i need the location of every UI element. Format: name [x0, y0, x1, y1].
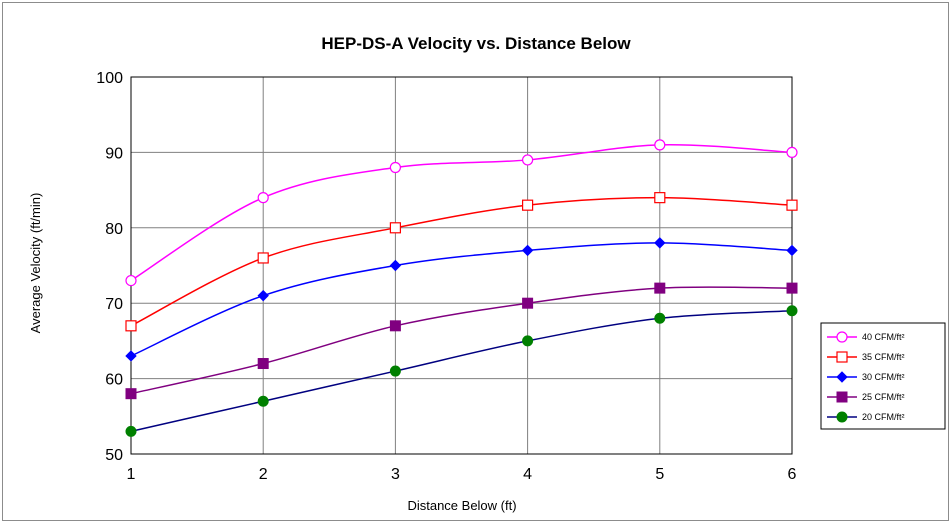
marker-diamond — [257, 289, 269, 302]
legend-label: 30 CFM/ft² — [862, 372, 905, 382]
legend-label: 35 CFM/ft² — [862, 352, 905, 362]
marker-square — [125, 388, 137, 400]
marker-square — [522, 297, 534, 309]
y-tick-label: 60 — [105, 372, 123, 389]
marker-square — [257, 358, 269, 370]
marker-square — [654, 282, 666, 294]
marker-square — [786, 282, 798, 294]
legend-label: 20 CFM/ft² — [862, 412, 905, 422]
y-tick-label: 70 — [105, 296, 123, 313]
marker-circle — [389, 365, 401, 377]
marker-open-circle — [786, 146, 798, 158]
marker-square — [836, 391, 848, 403]
x-tick-label: 2 — [259, 466, 268, 483]
marker-open-square — [521, 199, 534, 211]
marker-open-circle — [836, 331, 848, 343]
y-tick-label: 50 — [105, 447, 123, 464]
marker-circle — [522, 335, 534, 347]
y-tick-label: 100 — [96, 70, 123, 87]
series-4 — [125, 305, 798, 437]
legend-item: 35 CFM/ft² — [827, 351, 905, 363]
x-tick-label: 1 — [127, 466, 136, 483]
marker-diamond — [125, 350, 137, 362]
legend-item: 40 CFM/ft² — [827, 331, 905, 343]
marker-open-square — [654, 192, 666, 204]
x-tick-label: 4 — [523, 466, 532, 483]
x-tick-label: 3 — [391, 466, 400, 483]
marker-open-square — [836, 351, 848, 363]
series-0 — [125, 139, 798, 287]
legend-item: 30 CFM/ft² — [827, 371, 905, 383]
x-tick-label: 5 — [655, 466, 664, 483]
legend-label: 40 CFM/ft² — [862, 332, 905, 342]
marker-open-square — [125, 320, 137, 332]
marker-square — [389, 320, 401, 332]
marker-open-square — [786, 199, 798, 211]
marker-circle — [786, 305, 798, 317]
legend-item: 25 CFM/ft² — [827, 391, 905, 403]
series-line — [130, 143, 793, 282]
marker-open-circle — [257, 192, 269, 204]
marker-open-circle — [521, 154, 534, 166]
marker-circle — [125, 425, 137, 437]
marker-open-circle — [125, 274, 137, 287]
plot-border — [130, 76, 793, 455]
marker-circle — [257, 395, 269, 407]
line-chart: HEP-DS-A Velocity vs. Distance Below 50 6… — [28, 34, 946, 513]
series-line — [130, 242, 793, 357]
marker-diamond — [654, 237, 666, 249]
y-axis-label: Average Velocity (ft/min) — [28, 193, 43, 334]
legend: 40 CFM/ft² 35 CFM/ft² 30 CFM/ft² 25 CFM/ft²… — [820, 322, 946, 430]
series-2 — [125, 237, 798, 362]
tick-labels: 50 60 70 80 90 100 1 2 3 4 5 6 — [96, 70, 796, 483]
y-tick-label: 90 — [105, 145, 123, 162]
marker-circle — [654, 312, 666, 324]
series-line — [130, 196, 793, 327]
marker-circle — [836, 411, 848, 423]
series-3 — [125, 282, 798, 400]
chart-title: HEP-DS-A Velocity vs. Distance Below — [321, 34, 631, 53]
grid — [130, 76, 793, 455]
marker-open-square — [389, 222, 401, 234]
marker-diamond — [521, 244, 534, 257]
series-line — [130, 286, 793, 395]
marker-open-circle — [654, 139, 666, 151]
x-axis-label: Distance Below (ft) — [407, 498, 516, 513]
marker-open-circle — [389, 161, 401, 174]
series-line — [130, 309, 793, 433]
marker-diamond — [389, 259, 402, 272]
x-tick-label: 6 — [788, 466, 797, 483]
y-tick-label: 80 — [105, 221, 123, 238]
series-1 — [125, 192, 798, 332]
series-group — [125, 139, 798, 437]
legend-label: 25 CFM/ft² — [862, 392, 905, 402]
legend-item: 20 CFM/ft² — [827, 411, 905, 423]
marker-open-square — [257, 252, 269, 264]
marker-diamond — [836, 371, 848, 383]
marker-diamond — [786, 244, 798, 257]
